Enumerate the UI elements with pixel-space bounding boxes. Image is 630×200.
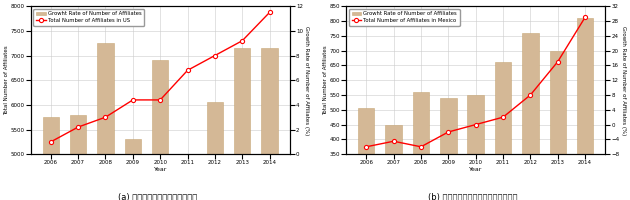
Bar — [125, 139, 141, 200]
Bar — [358, 108, 374, 200]
Bar — [70, 115, 86, 200]
Bar — [261, 48, 278, 200]
Bar — [97, 43, 113, 200]
Y-axis label: Growth Rate of Number of Affiliates (%): Growth Rate of Number of Affiliates (%) — [621, 26, 626, 135]
Bar — [522, 33, 539, 200]
Bar — [440, 98, 457, 200]
Bar — [234, 48, 251, 200]
Bar — [467, 95, 484, 200]
Text: (b) メキシコにおける日系現地法人数: (b) メキシコにおける日系現地法人数 — [428, 192, 517, 200]
Bar — [549, 51, 566, 200]
Legend: Growht Rate of Number of Affiliates, Total Number of Affiliates in Mexico: Growht Rate of Number of Affiliates, Tot… — [349, 9, 459, 26]
Y-axis label: Total Number of Affiliates: Total Number of Affiliates — [4, 45, 9, 115]
Y-axis label: Total Number of Affiliates: Total Number of Affiliates — [323, 45, 328, 115]
Text: (a) 米国における日系現地法人数: (a) 米国における日系現地法人数 — [118, 192, 197, 200]
X-axis label: Year: Year — [469, 167, 483, 172]
Bar — [577, 18, 593, 200]
Bar — [207, 102, 223, 200]
Y-axis label: Growth Rate of Number of Affiliates (%): Growth Rate of Number of Affiliates (%) — [304, 26, 309, 135]
Bar — [386, 125, 402, 200]
Legend: Growht Rate of Number of Affiliates, Total Number of Affiliates in US: Growht Rate of Number of Affiliates, Tot… — [33, 9, 144, 26]
Bar — [152, 60, 168, 200]
Bar — [413, 92, 429, 200]
Bar — [43, 117, 59, 200]
X-axis label: Year: Year — [154, 167, 167, 172]
Bar — [495, 62, 511, 200]
Bar — [180, 186, 196, 200]
